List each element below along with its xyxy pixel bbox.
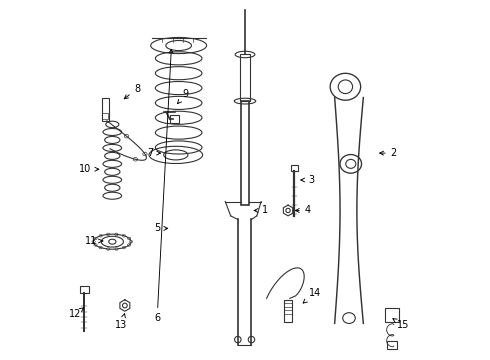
- Bar: [284, 300, 293, 321]
- Bar: [241, 101, 249, 205]
- Bar: [80, 286, 89, 293]
- Text: 9: 9: [177, 89, 189, 104]
- Text: 10: 10: [79, 164, 99, 174]
- Text: 6: 6: [154, 49, 173, 323]
- Text: 8: 8: [124, 84, 141, 99]
- Text: 2: 2: [380, 148, 397, 158]
- Text: 3: 3: [301, 175, 315, 185]
- Text: 11: 11: [85, 236, 103, 246]
- Text: 15: 15: [393, 319, 409, 330]
- Text: 4: 4: [295, 206, 311, 216]
- Bar: [285, 303, 292, 307]
- Text: 7: 7: [147, 148, 161, 158]
- Text: 5: 5: [154, 224, 168, 233]
- Bar: [387, 341, 397, 348]
- Bar: [102, 113, 108, 119]
- Text: 13: 13: [115, 314, 127, 330]
- Bar: [170, 116, 179, 123]
- Text: 14: 14: [303, 288, 321, 303]
- Bar: [285, 310, 292, 315]
- Bar: [101, 98, 109, 121]
- Bar: [385, 308, 399, 321]
- Text: 12: 12: [69, 308, 84, 319]
- Bar: [291, 165, 298, 171]
- Text: 1: 1: [254, 206, 268, 216]
- Bar: [240, 54, 250, 101]
